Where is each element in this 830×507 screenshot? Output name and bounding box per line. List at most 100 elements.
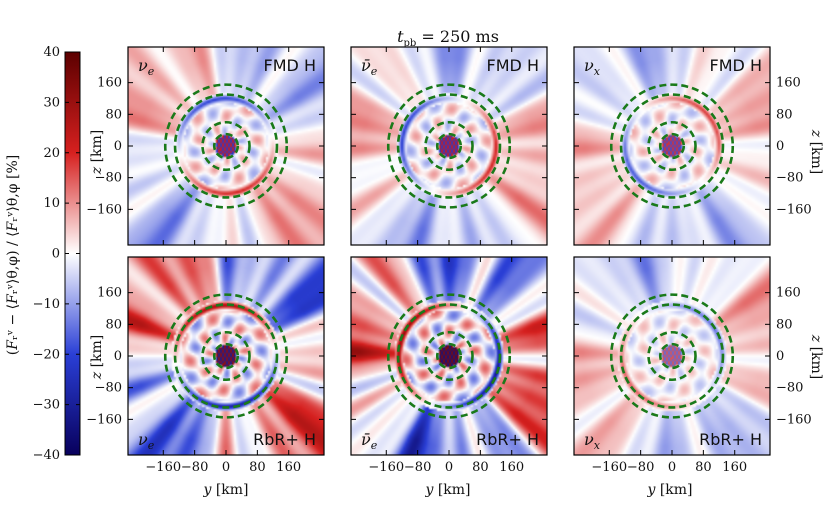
contour-circle xyxy=(173,93,279,199)
colorbar-tick-label: 10 xyxy=(43,196,60,211)
model-label: FMD H xyxy=(710,56,762,75)
x-tick-label: −80 xyxy=(181,460,208,475)
heatmap-image xyxy=(574,257,770,455)
xlabel-col3: y [km] xyxy=(646,482,692,498)
model-label: RbR+ H xyxy=(476,430,539,449)
contour-circle xyxy=(435,342,463,370)
contour-circle xyxy=(212,342,240,370)
x-tick-label: 80 xyxy=(249,460,266,475)
panel-0-2: −160 −80 0 80 160 νx FMD H xyxy=(573,46,812,246)
x-tick-label: 0 xyxy=(222,460,230,475)
x-tick-label: −160 xyxy=(368,460,404,475)
contour-circle xyxy=(163,293,289,419)
species-label: νx xyxy=(584,56,601,78)
contour-circle xyxy=(386,83,512,209)
figure-title: tpb = 250 ms xyxy=(397,27,499,49)
x-tick-label: 0 xyxy=(445,460,453,475)
contour-circle xyxy=(435,132,463,160)
x-tick-label: 80 xyxy=(695,460,712,475)
y-tick-label: 0 xyxy=(776,349,784,364)
species-label: ν̄e xyxy=(361,56,378,78)
contour-circle xyxy=(396,93,502,199)
y-tick-label: −160 xyxy=(86,202,122,217)
contour-circle xyxy=(212,132,240,160)
x-tick-label: −80 xyxy=(404,460,431,475)
colorbar-tick-label: −20 xyxy=(33,347,60,362)
colorbar-tick-label: −40 xyxy=(33,448,60,463)
colorbar-tick-label: −30 xyxy=(33,398,60,413)
y-tick-label: −160 xyxy=(776,202,812,217)
panel-0-0: −160 −80 0 80 160 νe FMD H xyxy=(86,46,325,246)
contour-circle xyxy=(619,93,725,199)
contour-circle xyxy=(619,303,725,409)
y-tick-label: −80 xyxy=(95,171,122,186)
contour-circle xyxy=(173,303,279,409)
colorbar-tick-label: 40 xyxy=(43,45,60,60)
x-tick-label: −160 xyxy=(591,460,627,475)
heatmap-image xyxy=(128,257,324,455)
contour-circle xyxy=(386,293,512,419)
y-tick-label: −160 xyxy=(776,412,812,427)
y-tick-label: 160 xyxy=(776,76,801,91)
panel-0-1: ν̄e FMD H xyxy=(350,46,548,246)
species-label: νx xyxy=(584,430,601,452)
x-tick-label: 160 xyxy=(276,460,301,475)
y-tick-label: 0 xyxy=(114,349,122,364)
heatmap-image xyxy=(128,47,324,245)
xlabel-col1: y [km] xyxy=(202,482,248,498)
contour-circle xyxy=(201,120,251,172)
ylabel-left-bottom: z [km] xyxy=(89,335,105,381)
y-tick-label: 160 xyxy=(776,286,801,301)
x-tick-label: 80 xyxy=(472,460,489,475)
x-tick-label: 0 xyxy=(668,460,676,475)
model-label: FMD H xyxy=(264,56,316,75)
xlabel-col2: y [km] xyxy=(424,482,470,498)
ylabel-right-bottom: z [km] xyxy=(808,334,824,380)
heatmap-image xyxy=(351,47,547,245)
x-tick-label: −80 xyxy=(627,460,654,475)
y-tick-label: 160 xyxy=(97,76,122,91)
model-label: FMD H xyxy=(487,56,539,75)
y-tick-label: 80 xyxy=(105,317,122,332)
y-tick-label: −160 xyxy=(86,412,122,427)
ylabel-right-top: z [km] xyxy=(808,129,824,175)
y-tick-label: −80 xyxy=(776,171,803,186)
species-label: ν̄e xyxy=(361,430,378,452)
contour-circle xyxy=(424,120,474,172)
y-tick-label: 0 xyxy=(114,139,122,154)
colorbar-tick-label: −10 xyxy=(33,297,60,312)
contour-circle xyxy=(424,330,474,382)
x-tick-label: 160 xyxy=(499,460,524,475)
y-tick-label: 160 xyxy=(97,286,122,301)
species-label: νe xyxy=(138,430,155,452)
contour-circle xyxy=(163,83,289,209)
ylabel-left-top: z [km] xyxy=(89,130,105,176)
colorbar-label: (Fᵣᵛ − ⟨Fᵣᵛ⟩θ,φ) / ⟨Fᵣᵛ⟩θ,φ [%] xyxy=(5,155,21,355)
x-tick-label: −160 xyxy=(145,460,181,475)
y-tick-label: 80 xyxy=(105,107,122,122)
model-label: RbR+ H xyxy=(699,430,762,449)
heatmap-image xyxy=(574,47,770,245)
y-tick-label: −80 xyxy=(776,381,803,396)
contour-circle xyxy=(647,330,697,382)
colorbar-tick-label: 0 xyxy=(52,247,60,262)
contour-circle xyxy=(396,303,502,409)
model-label: RbR+ H xyxy=(253,430,316,449)
contour-circle xyxy=(609,83,735,209)
contour-circle xyxy=(201,330,251,382)
panel-1-1: −160 −80 0 80 160 ν̄e RbR+ H xyxy=(350,256,548,475)
x-tick-label: 160 xyxy=(722,460,747,475)
contour-circle xyxy=(609,293,735,419)
y-tick-label: −80 xyxy=(95,381,122,396)
contour-circle xyxy=(647,120,697,172)
colorbar: 40 30 20 10 0 −10 −20 −30 −40 (Fᵣᵛ − ⟨Fᵣᵛ⟩θ,φ) /… xyxy=(5,45,81,463)
y-tick-label: 0 xyxy=(776,139,784,154)
y-tick-label: 80 xyxy=(776,107,793,122)
colorbar-tick-label: 30 xyxy=(43,95,60,110)
contour-circle xyxy=(658,132,686,160)
contour-circle xyxy=(658,342,686,370)
heatmap-image xyxy=(351,257,547,455)
